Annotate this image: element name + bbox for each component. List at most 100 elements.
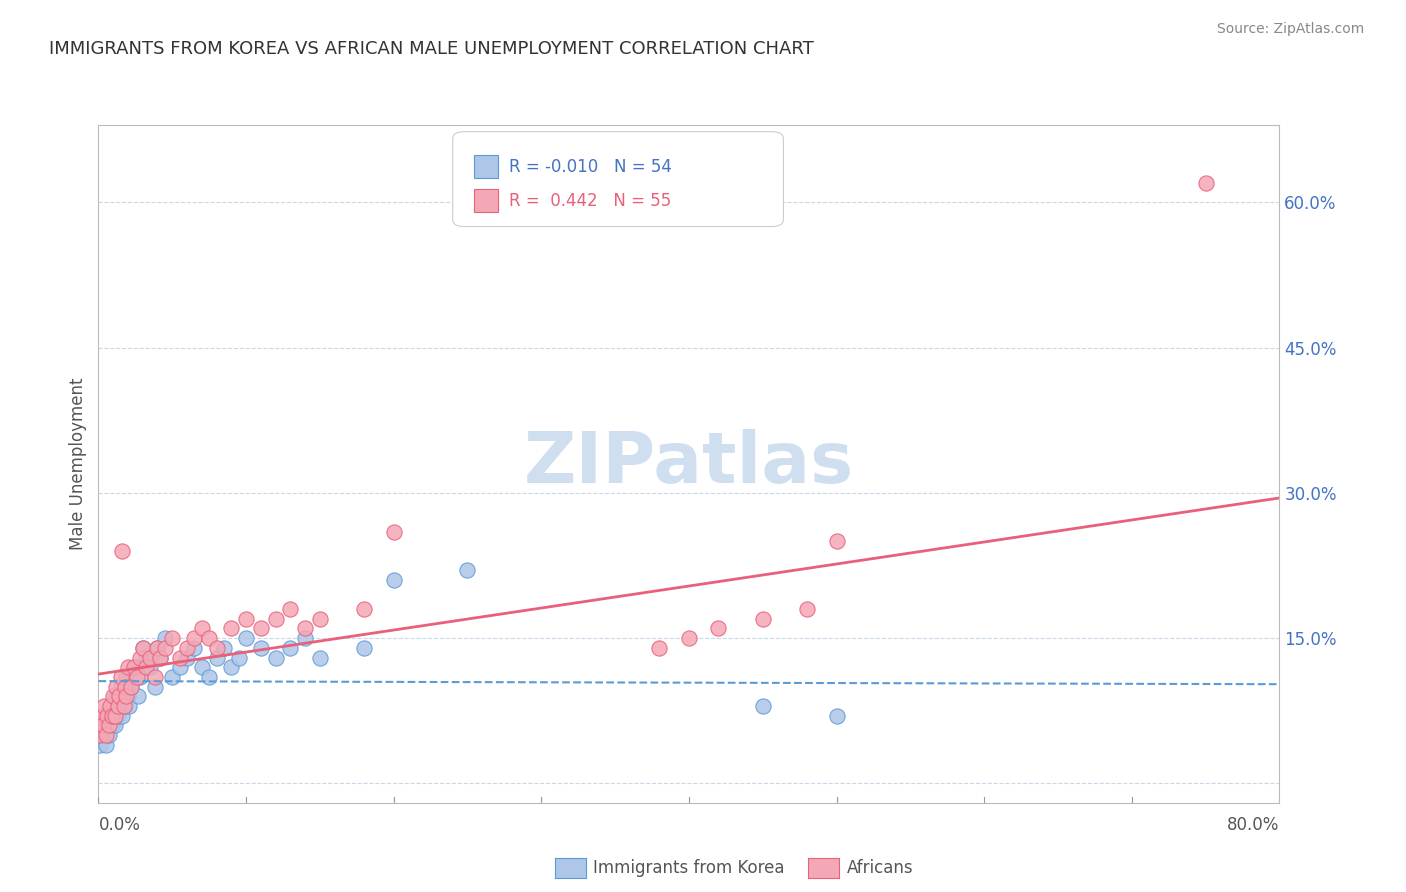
- Point: [294, 631, 316, 645]
- Point: [353, 602, 375, 616]
- Point: [108, 690, 131, 704]
- Point: [278, 602, 302, 616]
- Point: [796, 602, 818, 616]
- Text: R =  0.442   N = 55: R = 0.442 N = 55: [509, 192, 672, 210]
- Point: [127, 690, 149, 704]
- Point: [143, 670, 166, 684]
- Point: [169, 650, 191, 665]
- FancyBboxPatch shape: [474, 188, 498, 211]
- Point: [112, 690, 135, 704]
- Text: Africans: Africans: [846, 859, 912, 877]
- Point: [93, 728, 115, 742]
- Point: [110, 680, 132, 694]
- Point: [98, 708, 121, 723]
- Point: [108, 698, 131, 713]
- Point: [825, 708, 848, 723]
- Point: [162, 631, 183, 645]
- Text: 0.0%: 0.0%: [98, 816, 141, 834]
- Point: [382, 524, 405, 539]
- Point: [115, 690, 138, 704]
- Point: [98, 698, 121, 713]
- Point: [107, 708, 129, 723]
- Point: [122, 660, 145, 674]
- Point: [128, 650, 150, 665]
- Point: [103, 690, 125, 704]
- Point: [120, 680, 142, 694]
- Text: IMMIGRANTS FROM KOREA VS AFRICAN MALE UNEMPLOYMENT CORRELATION CHART: IMMIGRANTS FROM KOREA VS AFRICAN MALE UN…: [49, 40, 814, 58]
- Point: [353, 640, 375, 655]
- Point: [153, 631, 176, 645]
- FancyBboxPatch shape: [453, 132, 783, 227]
- Point: [87, 718, 110, 732]
- Point: [309, 612, 332, 626]
- Point: [707, 622, 730, 636]
- Point: [149, 650, 172, 665]
- Point: [149, 650, 172, 665]
- Point: [1195, 176, 1218, 190]
- Point: [91, 708, 114, 723]
- FancyBboxPatch shape: [474, 154, 498, 178]
- Point: [235, 612, 257, 626]
- Point: [118, 698, 141, 713]
- Point: [751, 612, 773, 626]
- Point: [278, 640, 302, 655]
- Point: [825, 534, 848, 549]
- Y-axis label: Male Unemployment: Male Unemployment: [69, 377, 87, 550]
- Point: [250, 640, 273, 655]
- Point: [96, 718, 118, 732]
- Text: 80.0%: 80.0%: [1227, 816, 1279, 834]
- Point: [125, 670, 148, 684]
- Point: [135, 650, 157, 665]
- Point: [96, 708, 118, 723]
- Point: [105, 690, 128, 704]
- Point: [115, 670, 138, 684]
- Point: [128, 670, 150, 684]
- Point: [250, 622, 273, 636]
- Point: [132, 640, 155, 655]
- Point: [198, 631, 221, 645]
- Point: [135, 660, 157, 674]
- Point: [264, 612, 287, 626]
- Point: [110, 670, 132, 684]
- Point: [751, 698, 773, 713]
- Point: [382, 573, 405, 587]
- Point: [97, 718, 120, 732]
- Point: [117, 690, 139, 704]
- Point: [198, 670, 221, 684]
- Point: [104, 718, 127, 732]
- Point: [124, 660, 146, 674]
- Point: [183, 640, 205, 655]
- Point: [153, 640, 176, 655]
- Point: [117, 660, 139, 674]
- Point: [100, 718, 122, 732]
- Point: [111, 544, 134, 558]
- Point: [89, 738, 111, 752]
- Point: [105, 680, 128, 694]
- Text: R = -0.010   N = 54: R = -0.010 N = 54: [509, 158, 672, 176]
- Point: [120, 680, 142, 694]
- Point: [91, 718, 114, 732]
- Point: [456, 563, 478, 577]
- Text: Source: ZipAtlas.com: Source: ZipAtlas.com: [1216, 22, 1364, 37]
- Point: [132, 640, 155, 655]
- Point: [100, 708, 122, 723]
- Point: [191, 660, 214, 674]
- Point: [111, 708, 134, 723]
- Point: [228, 650, 250, 665]
- Point: [93, 698, 115, 713]
- Text: ZIPatlas: ZIPatlas: [524, 429, 853, 499]
- Point: [94, 728, 117, 742]
- Point: [114, 680, 136, 694]
- Point: [90, 718, 112, 732]
- Text: Immigrants from Korea: Immigrants from Korea: [593, 859, 785, 877]
- Point: [309, 650, 332, 665]
- Point: [678, 631, 700, 645]
- Point: [146, 640, 169, 655]
- Point: [205, 650, 228, 665]
- Point: [212, 640, 235, 655]
- Point: [143, 680, 166, 694]
- Point: [191, 622, 214, 636]
- Point: [176, 650, 198, 665]
- Point: [97, 728, 120, 742]
- Point: [169, 660, 191, 674]
